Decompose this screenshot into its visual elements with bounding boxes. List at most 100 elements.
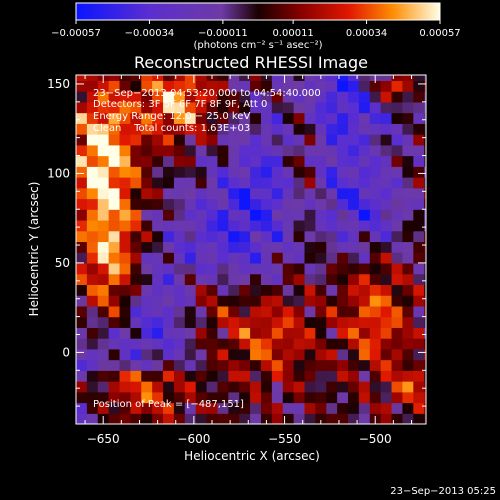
heatmap-cell	[173, 327, 186, 339]
heatmap-cell	[413, 101, 425, 114]
heatmap-cell	[76, 338, 88, 350]
timestamp: 23−Sep−2013 05:25	[390, 486, 496, 497]
heatmap-cell	[119, 262, 131, 275]
heatmap-cell	[97, 370, 110, 382]
heatmap-cell	[282, 413, 295, 424]
heatmap-cell	[358, 252, 371, 264]
heatmap-cell	[380, 273, 393, 285]
heatmap-cell	[119, 91, 131, 103]
heatmap-cell	[293, 327, 306, 339]
heatmap-cell	[424, 134, 426, 146]
heatmap-cell	[184, 327, 197, 339]
heatmap-cell	[141, 219, 153, 232]
heatmap-cell	[282, 209, 295, 221]
heatmap-cell	[413, 370, 425, 382]
heatmap-cell	[184, 359, 197, 371]
heatmap-cell	[369, 134, 382, 146]
heatmap-cell	[271, 134, 284, 146]
heatmap-cell	[391, 359, 404, 371]
heatmap-cell	[228, 144, 240, 157]
heatmap-cell	[391, 316, 404, 328]
heatmap-cell	[293, 80, 306, 92]
heatmap-cell	[337, 144, 349, 157]
heatmap-cell	[260, 391, 273, 404]
heatmap-cell	[239, 413, 251, 424]
heatmap-cell	[228, 80, 240, 92]
heatmap-cell	[184, 252, 197, 264]
heatmap-cell	[271, 230, 284, 243]
heatmap-cell	[108, 187, 121, 200]
heatmap-cell	[315, 316, 327, 328]
heatmap-cell	[141, 413, 153, 424]
heatmap-cell	[315, 112, 327, 124]
heatmap-cell	[402, 316, 414, 328]
heatmap-cell	[380, 413, 393, 424]
colorbar	[75, 2, 441, 21]
heatmap-cell	[141, 273, 153, 285]
colorbar-tick-label: 0.00034	[346, 28, 387, 39]
heatmap-cell	[304, 348, 316, 361]
heatmap-cell	[337, 284, 349, 296]
heatmap-cell	[173, 198, 186, 210]
heatmap-cell	[282, 348, 295, 361]
heatmap-cell	[76, 381, 88, 393]
heatmap-cell	[271, 402, 284, 414]
heatmap-cell	[228, 359, 240, 371]
heatmap-cell	[173, 209, 186, 221]
annotation-detectors: Detectors: 3F 5F 6F 7F 8F 9F, Att 0	[93, 99, 267, 110]
heatmap-cell	[337, 166, 349, 178]
heatmap-cell	[141, 144, 153, 157]
heatmap-cell	[380, 166, 393, 178]
heatmap-cell	[260, 316, 273, 328]
heatmap-cell	[206, 348, 219, 361]
heatmap-cell	[424, 252, 426, 264]
heatmap-cell	[152, 273, 164, 285]
heatmap-cell	[152, 284, 164, 296]
heatmap-cell	[119, 305, 131, 318]
heatmap-cell	[380, 80, 393, 92]
heatmap-cell	[369, 155, 382, 167]
heatmap-cell	[217, 327, 229, 339]
heatmap-cell	[293, 252, 306, 264]
heatmap-cell	[304, 359, 316, 371]
heatmap-cell	[97, 144, 110, 157]
heatmap-cell	[391, 155, 404, 167]
heatmap-cell	[413, 134, 425, 146]
heatmap-cell	[195, 101, 208, 114]
heatmap-cell	[326, 209, 338, 221]
heatmap-cell	[217, 391, 229, 404]
heatmap-cell	[282, 75, 295, 81]
heatmap-cell	[239, 144, 251, 157]
heatmap-cell	[424, 80, 426, 92]
heatmap-cell	[163, 402, 175, 414]
heatmap-cell	[195, 155, 208, 167]
heatmap-cell	[184, 402, 197, 414]
heatmap-cell	[152, 123, 164, 135]
heatmap-cell	[152, 348, 164, 361]
heatmap-cell	[391, 391, 404, 404]
heatmap-cell	[206, 413, 219, 424]
heatmap-cell	[130, 327, 142, 339]
heatmap-cell	[97, 295, 110, 307]
heatmap-cell	[391, 327, 404, 339]
heatmap-cell	[271, 381, 284, 393]
heatmap-cell	[348, 134, 360, 146]
heatmap-cell	[250, 101, 262, 114]
heatmap-cell	[141, 391, 153, 404]
heatmap-cell	[260, 262, 273, 275]
heatmap-cell	[348, 327, 360, 339]
heatmap-cell	[337, 295, 349, 307]
heatmap-cell	[402, 391, 414, 404]
heatmap-cell	[86, 75, 99, 81]
heatmap-cell	[326, 80, 338, 92]
heatmap-cell	[369, 327, 382, 339]
heatmap-cell	[348, 112, 360, 124]
heatmap-cell	[173, 230, 186, 243]
heatmap-cell	[260, 101, 273, 114]
heatmap-cell	[369, 177, 382, 189]
heatmap-cell	[228, 166, 240, 178]
heatmap-cell	[195, 370, 208, 382]
heatmap-cell	[239, 80, 251, 92]
heatmap-cell	[304, 370, 316, 382]
